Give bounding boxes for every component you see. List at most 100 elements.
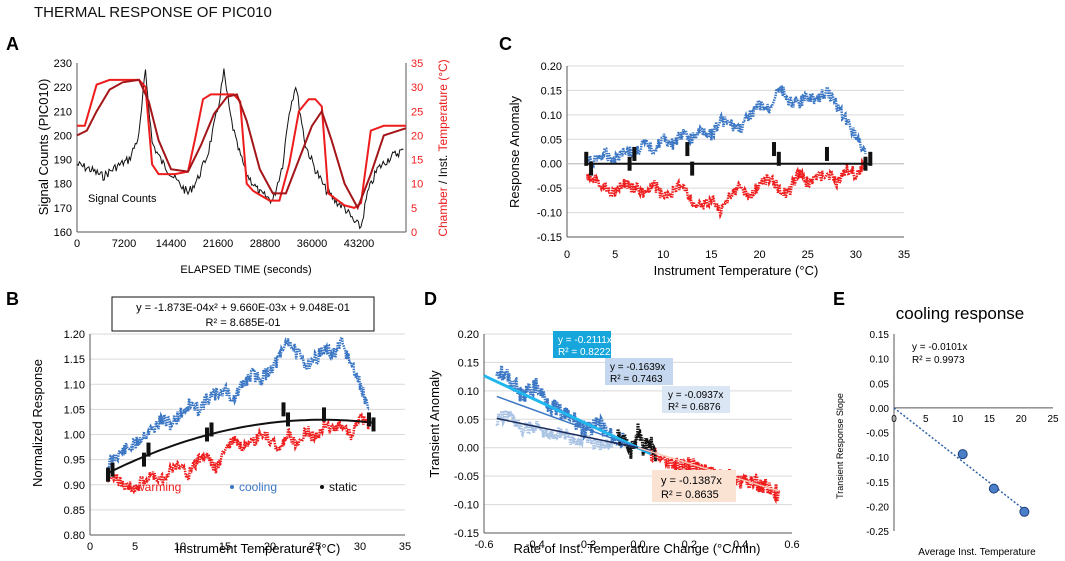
x-tick-label: -0.4: [526, 539, 545, 551]
y-tick-label: 220: [54, 82, 72, 94]
panel-label-c: C: [499, 34, 512, 54]
y-tick-label: 200: [54, 130, 72, 142]
x-tick-label: 15: [219, 541, 231, 553]
static-point: [589, 161, 594, 176]
y-tick-label: 0.10: [458, 386, 479, 398]
equation-box-d-2: [605, 358, 673, 385]
x-tick-label: 10: [952, 414, 964, 425]
x-tick-label: 21600: [203, 238, 234, 250]
data-point: [1019, 506, 1030, 517]
equation-d-4: y = -0.1387x: [661, 475, 722, 487]
y-axis-label-c: Response Anomaly: [507, 95, 522, 208]
x-tick-label: -0.2: [577, 539, 596, 551]
r2-d-3: R² = 0.6876: [668, 402, 721, 413]
panel-label-b: B: [6, 289, 19, 309]
x-tick-label: 15: [984, 414, 996, 425]
y-tick-label: 1.20: [64, 329, 85, 341]
y-tick-label: 0.00: [541, 159, 562, 171]
y-tick-label: -0.10: [866, 453, 889, 464]
x-axis-label-a: ELAPSED TIME (seconds): [180, 264, 311, 276]
x-tick-label: 25: [309, 541, 321, 553]
x-tick-label: -0.6: [475, 539, 494, 551]
fit-line-d: [483, 374, 652, 456]
y-tick-label: 0.20: [541, 61, 562, 73]
x-tick-label: 0.4: [733, 539, 748, 551]
panel-label-e: E: [833, 289, 845, 309]
y-tick-label: 0.85: [64, 505, 85, 517]
x-axis-label-c: Instrument Temperature (°C): [654, 263, 819, 278]
static-point: [772, 142, 777, 157]
y-tick-label: 180: [54, 179, 72, 191]
x-tick-label: 28800: [250, 238, 281, 250]
equation-box-d-1: [553, 331, 611, 358]
y-tick-label: 0.00: [458, 443, 479, 455]
y-tick-label: 0.05: [458, 414, 479, 426]
x-tick-label: 0: [74, 238, 80, 250]
y2-tick-label: 20: [411, 130, 423, 142]
plot-area-b: 0.80 0.85 0.90 0.95 1.00 1.05 1.10 1.15 1.20 0 5 10…: [64, 329, 412, 553]
y-tick-label: -0.05: [537, 183, 562, 195]
y-tick-label: -0.20: [866, 502, 889, 513]
x-tick-label: 14400: [156, 238, 187, 250]
y-tick-label: -0.05: [866, 429, 889, 440]
y-tick-label: -0.10: [537, 208, 562, 220]
panel-e: E cooling response Transient Response Sl…: [833, 289, 1059, 558]
legend-b: warming cooling static: [127, 480, 357, 494]
y2-label-part-chamber: Chamber: [436, 187, 450, 236]
x-tick-label: 30: [850, 249, 862, 261]
y2-label-part-temp: Temperature (°C): [436, 59, 450, 151]
r2-e: R² = 0.9973: [912, 355, 965, 366]
y2-tick-label: 15: [411, 155, 423, 167]
static-point: [685, 142, 690, 157]
x-tick-label: 0: [564, 249, 570, 261]
x-tick-label: 5: [612, 249, 618, 261]
y-tick-label: 1.00: [64, 430, 85, 442]
y-tick-label: 190: [54, 155, 72, 167]
y-tick-label: 0.05: [870, 379, 890, 390]
y-tick-label: 0.80: [64, 530, 85, 542]
y-tick-label: 0.15: [541, 85, 562, 97]
y2-tick-label: 0: [411, 227, 417, 239]
y-tick-label: 160: [54, 227, 72, 239]
y2-tick-label: 10: [411, 179, 423, 191]
series-signal-counts: [76, 68, 404, 230]
y2-tick-label: 5: [411, 203, 417, 215]
static-point: [371, 417, 376, 432]
r2-d-2: R² = 0.7463: [610, 374, 663, 385]
x-tick-label: 5: [923, 414, 929, 425]
figure-title: THERMAL RESPONSE OF PIC010: [34, 4, 272, 21]
plot-area-e: -0.25 -0.20 -0.15 -0.10 -0.05 0.00 0.05 0.10 0.1…: [866, 330, 1059, 538]
y-tick-label: 1.15: [64, 354, 85, 366]
fit-line-d: [637, 446, 780, 492]
plot-area-c: -0.15 -0.10 -0.05 0.00 0.05 0.10 0.15 0.20 0 5 10 1…: [537, 61, 910, 261]
y-tick-label: -0.25: [866, 527, 889, 538]
y-tick-label: 0.15: [870, 330, 890, 341]
static-point: [868, 151, 873, 166]
static-point: [286, 412, 290, 427]
r2-d-1: R² = 0.8222: [558, 347, 611, 358]
y-tick-label: 0.10: [541, 110, 562, 122]
series-cooling-light: [495, 406, 614, 451]
y-axis-label-a: Signal Counts (PIC010): [36, 79, 51, 216]
y-tick-label: 0.10: [870, 355, 890, 366]
static-point: [106, 467, 110, 482]
y-tick-label: 0.00: [870, 404, 890, 415]
fit-line-d: [496, 417, 651, 452]
x-tick-label: 10: [174, 541, 186, 553]
x-tick-label: 20: [753, 249, 765, 261]
x-tick-label: 10: [657, 249, 669, 261]
x-tick-label: 0.0: [630, 539, 645, 551]
panel-b: B Normalized Response Instrument Tempera…: [6, 289, 411, 556]
y-tick-label: 0.05: [541, 134, 562, 146]
panel-c: C Response Anomaly Instrument Temperatur…: [499, 34, 910, 278]
static-point: [281, 402, 286, 417]
x-tick-label: 20: [264, 541, 276, 553]
y-tick-label: 0.90: [64, 480, 85, 492]
y-tick-label: 170: [54, 203, 72, 215]
legend-marker: [127, 485, 131, 489]
fit-line-b: [107, 418, 374, 474]
panel-label-a: A: [6, 34, 19, 54]
static-point: [632, 146, 637, 161]
y2-label-part-inst: / Inst.: [436, 152, 450, 188]
